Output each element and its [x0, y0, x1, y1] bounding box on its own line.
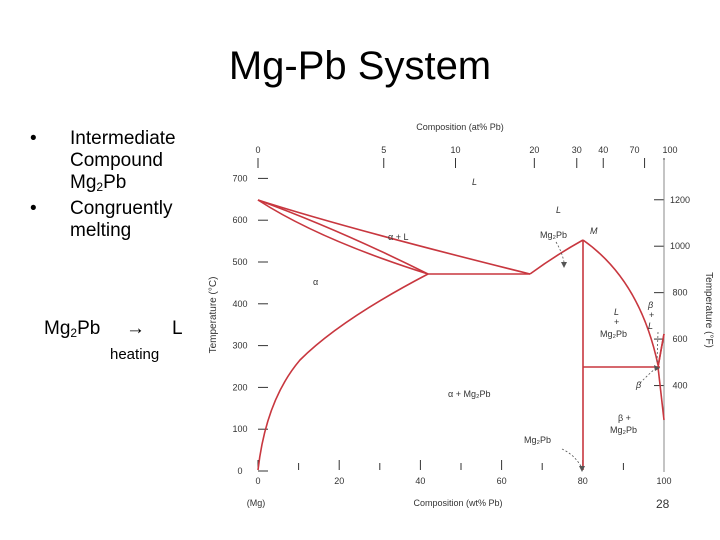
- top-tick-label: 0: [255, 145, 260, 155]
- bullet-marker: •: [30, 198, 37, 219]
- bullet-line: melting: [70, 220, 132, 241]
- arrowhead-upper: [561, 262, 567, 268]
- arrowhead-lower: [579, 466, 585, 472]
- phase-boundaries: [257, 199, 665, 471]
- left-axis-ticks: 0 100 200 300 400 500 600 700: [232, 173, 268, 476]
- top-tick-label: 70: [630, 145, 640, 155]
- liquidus-to-eutectic: [257, 199, 531, 275]
- left-tick-label: 200: [232, 382, 247, 392]
- label-liquid-small: L: [556, 205, 561, 215]
- label-m: M: [590, 226, 598, 236]
- bullet-line: Congruently: [70, 198, 173, 219]
- left-tick-label: 100: [232, 424, 247, 434]
- top-tick-label: 100: [662, 145, 677, 155]
- bullet-text: Congruently melting: [70, 198, 216, 242]
- bottom-tick-label: 0: [255, 476, 260, 486]
- bullet-line: Compound: [70, 150, 163, 171]
- bottom-tick-label: 20: [334, 476, 344, 486]
- right-tick-label: 400: [672, 381, 687, 391]
- top-tick-label: 10: [450, 145, 460, 155]
- bullet-line: Mg2Pb: [70, 172, 127, 194]
- left-tick-label: 600: [232, 215, 247, 225]
- bottom-left-label: (Mg): [247, 498, 266, 508]
- label-mg2pb-right: Mg₂Pb: [600, 329, 627, 339]
- bullet-item: • Intermediate Compound Mg2Pb: [26, 128, 216, 194]
- arrowhead-beta: [654, 365, 660, 371]
- bottom-tick-label: 60: [497, 476, 507, 486]
- top-tick-label: 5: [381, 145, 386, 155]
- arrow-right-icon: →: [126, 318, 145, 339]
- arrow-heads: [561, 262, 660, 472]
- bottom-axis-title: Composition (wt% Pb): [413, 498, 502, 508]
- top-axis-title: Composition (at% Pb): [416, 122, 504, 132]
- left-tick-label: 400: [232, 299, 247, 309]
- bottom-tick-label: 80: [578, 476, 588, 486]
- label-callout-upper: Mg₂Pb: [540, 230, 567, 240]
- left-tick-label: 300: [232, 341, 247, 351]
- page-number: 28: [656, 497, 670, 511]
- left-tick-label: 500: [232, 257, 247, 267]
- reaction-condition: heating: [110, 346, 160, 363]
- bullet-line: Intermediate: [70, 128, 176, 149]
- top-tick-label: 30: [572, 145, 582, 155]
- label-beta: β: [635, 380, 641, 390]
- label-callout-lower: Mg₂Pb: [524, 435, 551, 445]
- arrow-lower: [561, 448, 583, 469]
- arrow-beta-l: [656, 331, 659, 363]
- liquidus-left: [257, 199, 429, 275]
- right-tick-label: 600: [672, 334, 687, 344]
- label-beta-mg2pb: Mg₂Pb: [610, 425, 637, 435]
- liquidus-mg2pb-right: [582, 239, 659, 366]
- top-tick-label: 20: [529, 145, 539, 155]
- right-tick-label: 1000: [670, 241, 690, 251]
- slide-title: Mg-Pb System: [228, 44, 492, 88]
- top-axis-ticks: 0 5 10 20 30 40 70 100: [255, 145, 678, 168]
- liquidus-mg2pb-left: [529, 239, 584, 275]
- left-tick-label: 700: [232, 173, 247, 183]
- right-axis-title: Temperature (°F): [703, 272, 714, 348]
- phase-labels: L L α + L α α + Mg₂Pb M Mg₂Pb L + Mg₂Pb …: [313, 177, 654, 445]
- label-alpha-plus-mg2pb: α + Mg₂Pb: [448, 389, 490, 399]
- arrow-beta: [639, 367, 657, 384]
- solvus-beta: [657, 366, 665, 421]
- solidus-alpha: [257, 199, 429, 275]
- bullet-list: • Intermediate Compound Mg2Pb • Congruen…: [26, 128, 216, 246]
- bottom-axis-ticks: 0 20 40 60 80 100: [255, 460, 672, 486]
- label-liquid: L: [472, 177, 477, 187]
- bullet-marker: •: [30, 128, 37, 149]
- left-tick-label: 0: [237, 466, 242, 476]
- callout-arrows: [555, 241, 659, 469]
- label-l-beta: L: [648, 321, 653, 331]
- solidus-beta: [657, 333, 665, 368]
- reaction-product: L: [172, 318, 183, 339]
- reaction-reactant: Mg2Pb: [44, 318, 101, 340]
- top-tick-label: 40: [598, 145, 608, 155]
- right-tick-label: 1200: [670, 195, 690, 205]
- arrow-upper: [555, 241, 565, 263]
- label-beta-top: β: [647, 300, 653, 310]
- label-alpha: α: [313, 277, 318, 287]
- label-beta-plus: β +: [618, 413, 631, 423]
- label-plus-beta: +: [649, 310, 654, 320]
- label-plus-right: +: [614, 317, 619, 327]
- right-tick-label: 800: [672, 288, 687, 298]
- solvus-alpha: [257, 273, 429, 471]
- reaction-equation: Mg2Pb → L: [44, 318, 183, 340]
- bottom-tick-label: 40: [415, 476, 425, 486]
- label-l-right: L: [614, 307, 619, 317]
- bullet-text: Intermediate Compound Mg2Pb: [70, 128, 216, 194]
- bullet-item: • Congruently melting: [26, 198, 216, 242]
- bottom-tick-label: 100: [656, 476, 671, 486]
- left-axis-title: Temperature (°C): [208, 277, 219, 354]
- label-alpha-plus-l: α + L: [388, 232, 408, 242]
